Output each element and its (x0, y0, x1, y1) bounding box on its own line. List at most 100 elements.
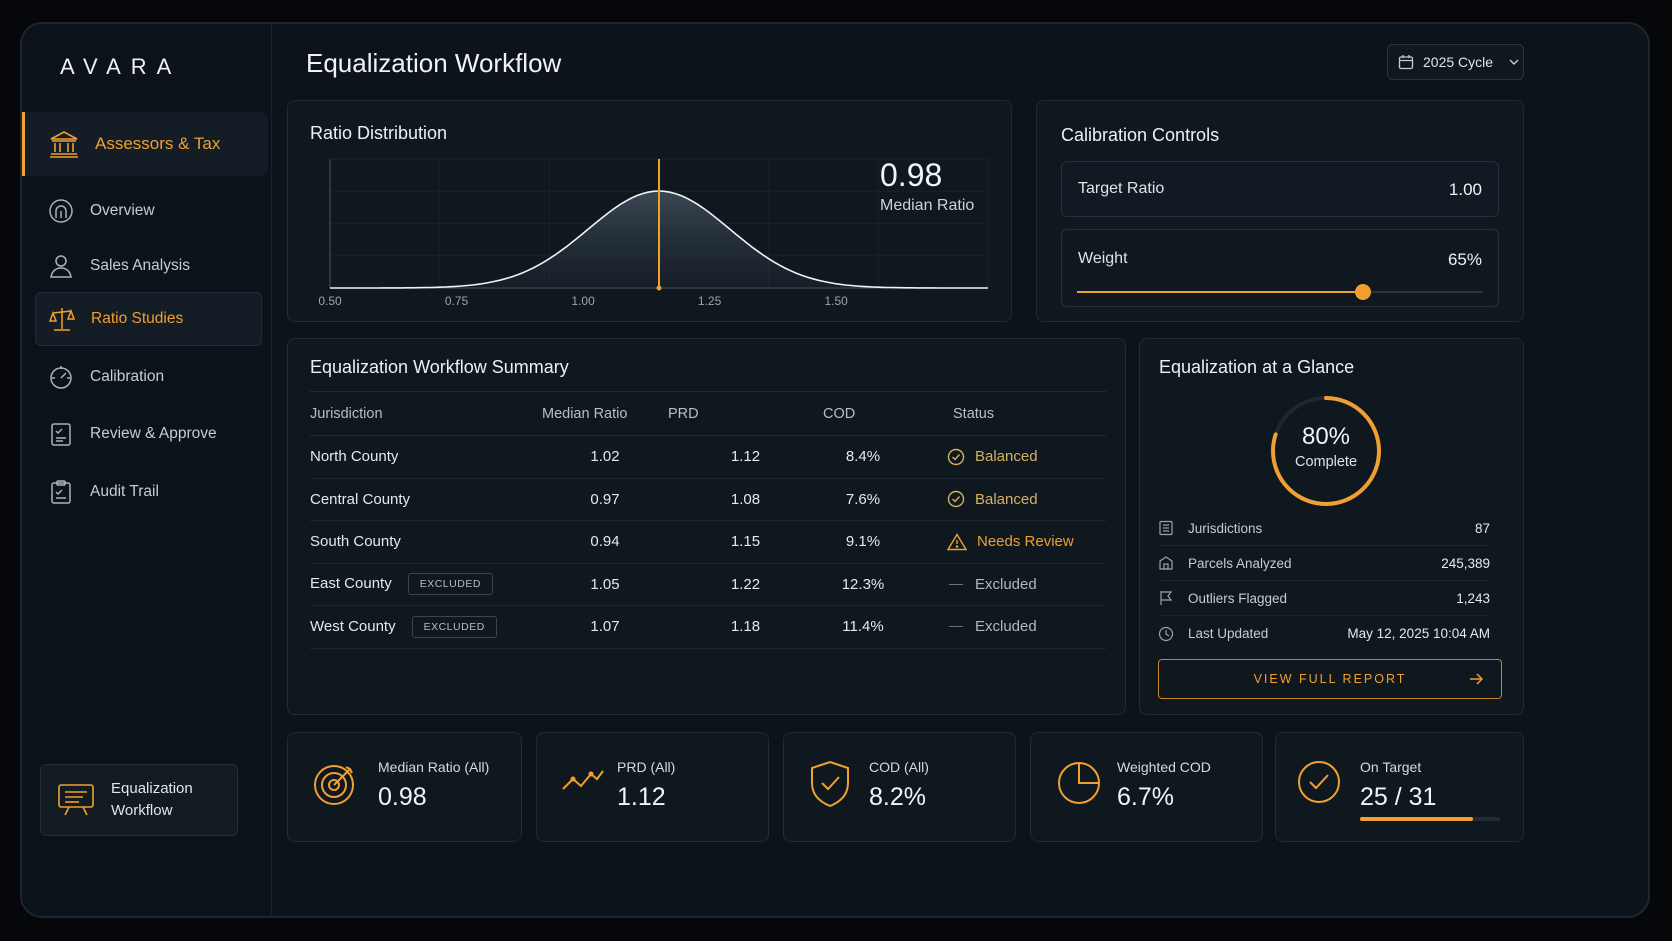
summary-table: Jurisdiction Median Ratio PRD COD Status… (310, 391, 1106, 649)
workflow-shortcut[interactable]: Equalization Workflow (40, 764, 238, 836)
kpi-value: 0.98 (378, 783, 427, 811)
table-row[interactable]: West County EXCLUDED 1.07 1.18 11.4% Excluded (310, 605, 1106, 649)
status-badge: Balanced (947, 448, 1106, 466)
clock-icon (1158, 626, 1174, 641)
cell-prd: 1.18 (668, 605, 823, 649)
x-tick-label: 0.75 (445, 294, 469, 308)
kpi-label: Weighted COD (1117, 759, 1211, 775)
target-ratio-value: 1.00 (1448, 180, 1482, 199)
column-header[interactable]: Median Ratio (542, 391, 668, 436)
card-title: Equalization at a Glance (1159, 357, 1355, 377)
glance-card: Equalization at a Glance 80% Complete Ju… (1139, 338, 1524, 715)
cell-prd: 1.22 (668, 563, 823, 606)
sidebar-item-calibration[interactable]: Calibration (35, 350, 262, 404)
shield-icon (811, 760, 849, 808)
dash-icon (949, 626, 963, 628)
cell-prd: 1.12 (668, 435, 823, 479)
kpi-label: On Target (1360, 759, 1422, 775)
weight-slider-thumb[interactable] (1355, 284, 1372, 300)
x-tick-label: 1.00 (571, 294, 595, 308)
sidebar-item-ratio-studies[interactable]: Ratio Studies (35, 292, 262, 346)
target-ratio-label: Target Ratio (1078, 180, 1165, 197)
glance-row-outliers: Outliers Flagged 1,243 (1158, 581, 1490, 616)
gauge-icon (50, 366, 72, 389)
cycle-select[interactable]: 2025 Cycle (1387, 44, 1524, 80)
x-tick-label: 0.50 (318, 294, 342, 308)
progress-ring-graphic (1271, 396, 1381, 506)
calendar-icon (1398, 55, 1414, 70)
user-icon (50, 255, 72, 278)
flag-icon (1160, 591, 1173, 605)
sidebar: AVARA Assessors & Tax Overview Sales Ana… (22, 24, 272, 916)
target-ratio-field[interactable]: Target Ratio 1.00 (1061, 161, 1499, 217)
cell-cod: 11.4% (823, 605, 903, 649)
arrow-right-icon (1470, 673, 1484, 685)
column-header[interactable]: Status (903, 391, 1106, 436)
sidebar-item-audit-trail[interactable]: Audit Trail (35, 465, 262, 519)
excluded-badge: EXCLUDED (411, 615, 497, 638)
cell-cod: 9.1% (823, 520, 903, 564)
cycle-label: 2025 Cycle (1423, 54, 1494, 70)
table-row[interactable]: East County EXCLUDED 1.05 1.22 12.3% Excluded (310, 563, 1106, 606)
dashboard-icon (49, 199, 73, 223)
glance-row-jurisdictions: Jurisdictions 87 (1158, 511, 1490, 546)
app-window: AVARA Assessors & Tax Overview Sales Ana… (20, 22, 1650, 918)
cell-status: Balanced (903, 478, 1106, 521)
excluded-badge: EXCLUDED (407, 573, 493, 596)
kpi-value: 1.12 (617, 783, 666, 811)
status-badge: Excluded (947, 618, 1106, 635)
check-circle-icon (947, 491, 965, 508)
weight-slider-fill (1077, 291, 1364, 293)
sidebar-item-overview[interactable]: Overview (35, 184, 262, 238)
weight-control: Weight 65% (1061, 229, 1499, 307)
progress-ring: 80% Complete (1266, 391, 1386, 511)
checklist-icon (51, 423, 71, 446)
kpi-cod: COD (All) 8.2% (783, 732, 1016, 842)
status-badge: Needs Review (947, 532, 1106, 551)
weight-value: 65% (1447, 250, 1482, 269)
glance-row-last-updated: Last Updated May 12, 2025 10:04 AM (1158, 616, 1490, 651)
on-target-progress (1360, 817, 1500, 821)
cell-median: 0.97 (542, 478, 668, 521)
table-row[interactable]: North County 1.02 1.12 8.4% Balanced (310, 435, 1106, 479)
warning-icon (947, 532, 967, 550)
check-circle-icon (1298, 761, 1340, 803)
column-header[interactable]: PRD (668, 391, 823, 436)
cell-median: 1.05 (542, 563, 668, 606)
sidebar-item-review-approve[interactable]: Review & Approve (35, 407, 262, 461)
sidebar-item-label: Calibration (90, 368, 165, 385)
cell-status: Balanced (903, 435, 1106, 479)
table-header-row: Jurisdiction Median Ratio PRD COD Status (310, 391, 1106, 436)
sidebar-item-label: Assessors & Tax (95, 134, 221, 153)
ratio-distribution-chart: 0.50 0.75 1.00 1.25 1.50 (318, 158, 989, 308)
on-target-progress-fill (1360, 817, 1473, 821)
x-tick-label: 1.25 (698, 294, 722, 308)
column-header[interactable]: COD (823, 391, 903, 436)
card-title: Ratio Distribution (310, 123, 448, 143)
parcel-icon (1159, 556, 1173, 570)
table-row[interactable]: Central County 0.97 1.08 7.6% Balanced (310, 478, 1106, 521)
x-tick-label: 1.50 (824, 294, 848, 308)
kpi-prd: PRD (All) 1.12 (536, 732, 769, 842)
kpi-weighted-cod: Weighted COD 6.7% (1030, 732, 1263, 842)
weight-slider[interactable] (1077, 284, 1483, 300)
view-full-report-button[interactable]: VIEW FULL REPORT (1158, 659, 1502, 699)
cell-cod: 7.6% (823, 478, 903, 521)
median-marker-dot (656, 285, 662, 291)
target-icon (314, 765, 354, 805)
glance-row-parcels: Parcels Analyzed 245,389 (1158, 546, 1490, 581)
sidebar-item-sales-analysis[interactable]: Sales Analysis (35, 239, 262, 293)
sidebar-item-label: Review & Approve (90, 425, 217, 442)
status-badge: Balanced (947, 490, 1106, 508)
card-title: Calibration Controls (1061, 125, 1220, 145)
table-row[interactable]: South County 0.94 1.15 9.1% Needs Review (310, 520, 1106, 564)
cell-prd: 1.08 (668, 478, 823, 521)
column-header[interactable]: Jurisdiction (310, 391, 542, 436)
sidebar-item-assessors-tax[interactable]: Assessors & Tax (22, 112, 268, 176)
trend-icon (562, 770, 604, 790)
status-badge: Excluded (947, 576, 1106, 593)
kpi-value: 6.7% (1117, 783, 1174, 811)
cell-cod: 8.4% (823, 435, 903, 479)
kpi-label: Median Ratio (All) (378, 759, 490, 775)
chevron-down-icon (1509, 59, 1519, 65)
